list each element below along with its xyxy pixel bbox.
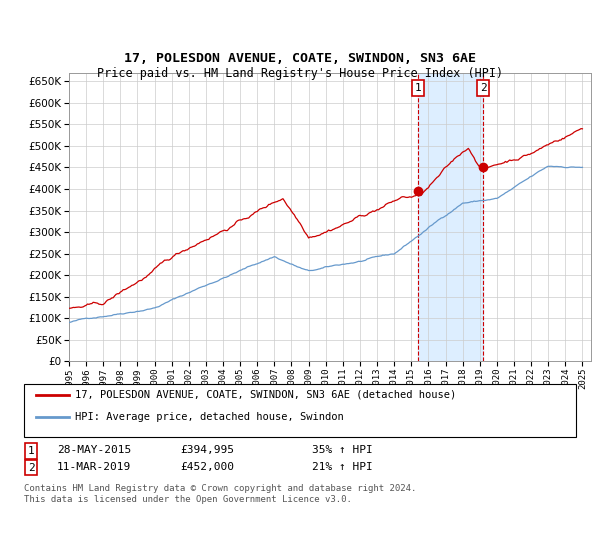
Text: 17, POLESDON AVENUE, COATE, SWINDON, SN3 6AE (detached house): 17, POLESDON AVENUE, COATE, SWINDON, SN3… xyxy=(75,390,456,400)
Text: £452,000: £452,000 xyxy=(180,462,234,472)
Text: This data is licensed under the Open Government Licence v3.0.: This data is licensed under the Open Gov… xyxy=(24,495,352,504)
Text: 1: 1 xyxy=(415,83,422,93)
Text: 2: 2 xyxy=(28,463,35,473)
Text: 35% ↑ HPI: 35% ↑ HPI xyxy=(312,445,373,455)
Text: £394,995: £394,995 xyxy=(180,445,234,455)
Text: HPI: Average price, detached house, Swindon: HPI: Average price, detached house, Swin… xyxy=(75,412,344,422)
Text: Price paid vs. HM Land Registry's House Price Index (HPI): Price paid vs. HM Land Registry's House … xyxy=(97,67,503,81)
Text: 17, POLESDON AVENUE, COATE, SWINDON, SN3 6AE: 17, POLESDON AVENUE, COATE, SWINDON, SN3… xyxy=(124,52,476,66)
Text: 21% ↑ HPI: 21% ↑ HPI xyxy=(312,462,373,472)
Bar xyxy=(418,73,483,361)
Text: 28-MAY-2015: 28-MAY-2015 xyxy=(57,445,131,455)
Text: 1: 1 xyxy=(28,446,35,456)
Text: Contains HM Land Registry data © Crown copyright and database right 2024.: Contains HM Land Registry data © Crown c… xyxy=(24,484,416,493)
Text: 2: 2 xyxy=(479,83,487,93)
Text: 11-MAR-2019: 11-MAR-2019 xyxy=(57,462,131,472)
